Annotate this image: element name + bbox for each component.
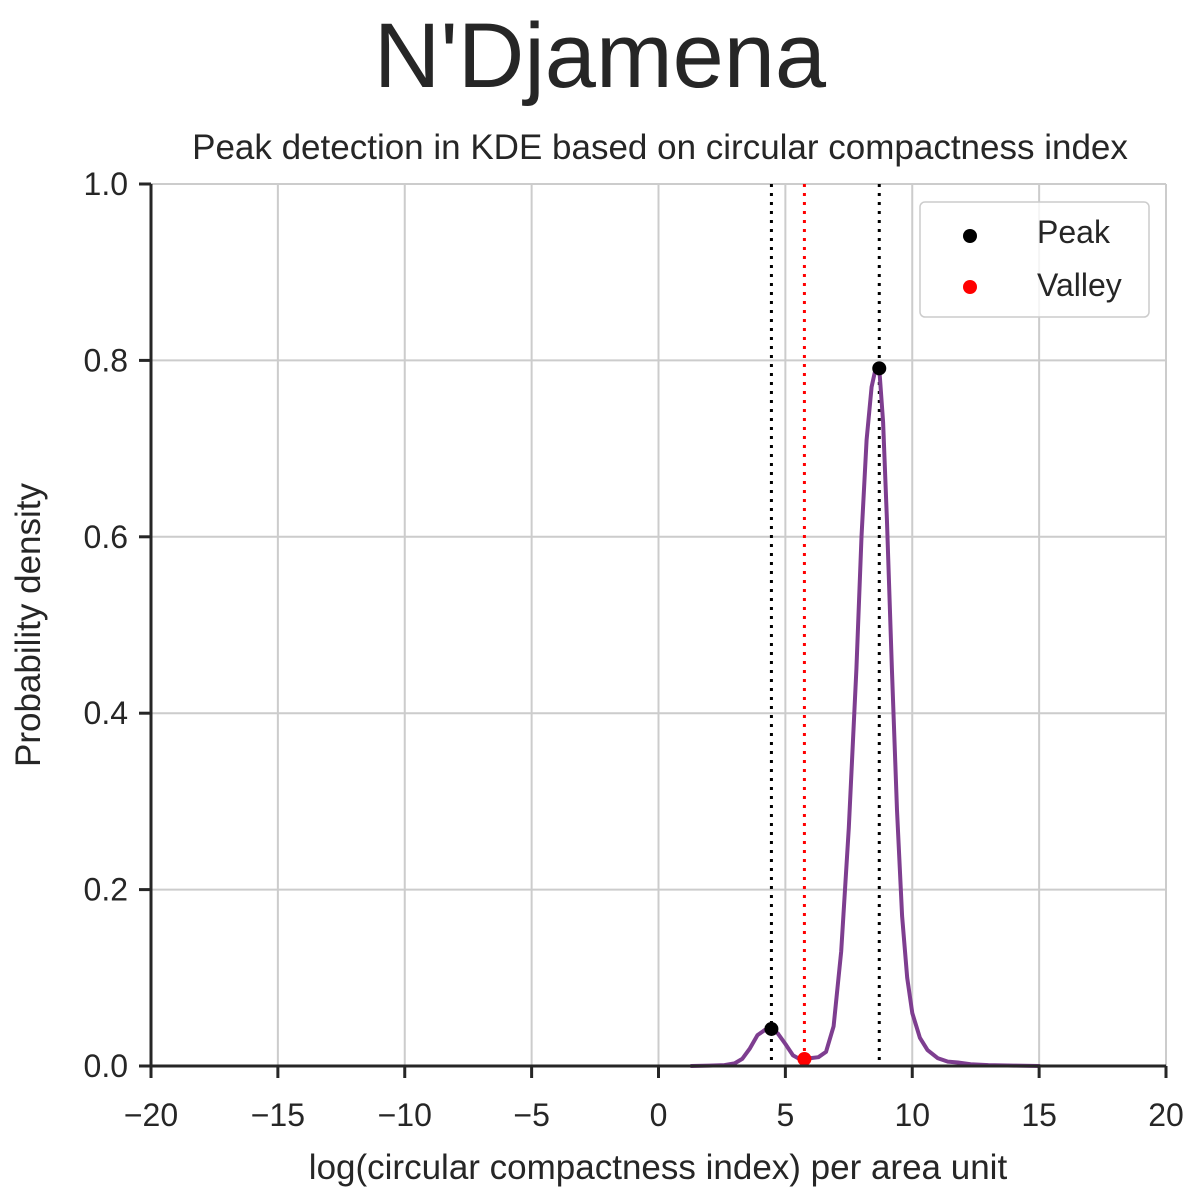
legend-frame: [919, 201, 1150, 318]
ticks: −20 −15 −10 −5 0 5 10 15 20 0.0 0.2 0.4 0.6 0.8 1.0: [84, 166, 1184, 1133]
y-tick-label: 0.8: [84, 342, 128, 378]
y-tick-label: 0.0: [84, 1048, 128, 1084]
x-axis-label: log(circular compactness index) per area…: [309, 1148, 1008, 1187]
valley-marker: [797, 1051, 812, 1066]
legend-valley-marker: [963, 280, 977, 294]
series-layer: [689, 367, 1042, 1068]
grid: [151, 183, 1167, 1066]
x-tick-label: −5: [513, 1097, 549, 1133]
chart-title: Peak detection in KDE based on circular …: [192, 128, 1128, 167]
x-tick-label: 15: [1021, 1097, 1057, 1133]
x-tick-label: −15: [251, 1097, 305, 1133]
y-tick-label: 0.2: [84, 872, 128, 908]
x-tick-label: −20: [124, 1097, 178, 1133]
x-tick-label: 20: [1148, 1097, 1184, 1133]
peak-marker: [872, 361, 887, 376]
legend: Peak Valley: [919, 201, 1150, 318]
legend-peak-label: Peak: [1037, 214, 1111, 250]
legend-peak-marker: [963, 229, 977, 243]
reference-lines: [769, 184, 881, 1066]
legend-valley-label: Valley: [1037, 267, 1122, 303]
y-axis-label: Probability density: [9, 482, 48, 767]
chart-suptitle: N'Djamena: [374, 5, 827, 107]
x-tick-label: 5: [776, 1097, 794, 1133]
x-tick-label: 10: [894, 1097, 930, 1133]
y-tick-label: 0.6: [84, 519, 128, 555]
y-tick-label: 0.4: [84, 695, 128, 731]
peak-marker: [764, 1021, 779, 1036]
y-tick-label: 1.0: [84, 166, 128, 202]
kde-curve: [689, 367, 1042, 1068]
x-tick-label: 0: [650, 1097, 668, 1133]
markers: [764, 361, 887, 1066]
x-tick-label: −10: [378, 1097, 432, 1133]
